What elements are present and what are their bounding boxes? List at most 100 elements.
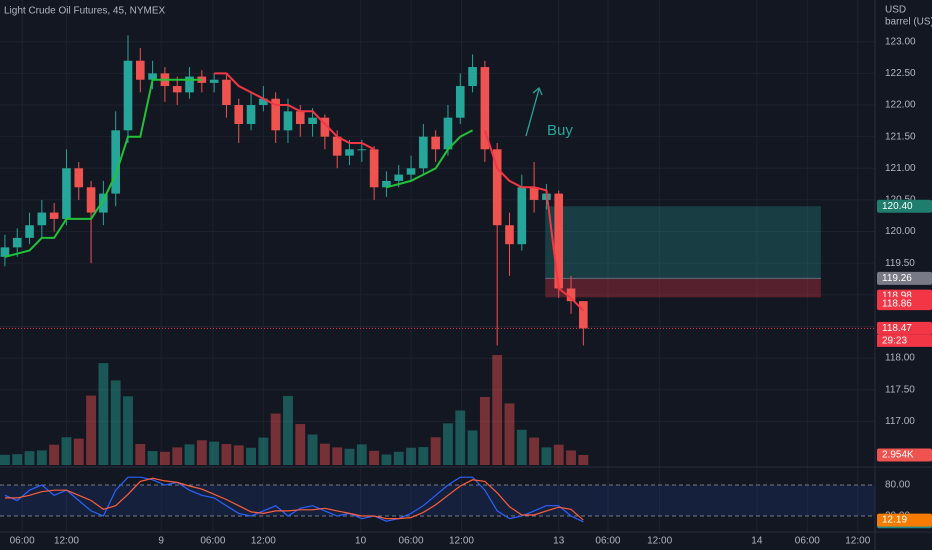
candle-body — [579, 301, 588, 329]
candle-body — [99, 193, 108, 213]
candle-body — [246, 105, 256, 124]
plot-area — [0, 35, 875, 523]
volume-bar — [578, 455, 589, 465]
volume-bar — [566, 450, 576, 465]
candle-body — [86, 187, 96, 213]
volume-bar — [12, 454, 23, 465]
x-tick-label: 12:00 — [845, 536, 870, 547]
grid — [0, 0, 875, 532]
y-tick-label: 121.00 — [885, 163, 916, 174]
volume-bar — [233, 445, 244, 465]
stoch-line — [4, 477, 584, 521]
volume-bar — [221, 444, 232, 465]
y-tick-label: 117.00 — [885, 416, 915, 427]
price-label: 118.98 — [882, 291, 912, 302]
candle-body — [308, 117, 317, 124]
candle-body — [394, 174, 404, 181]
volume-bar — [504, 403, 515, 465]
x-tick-label: 14 — [751, 536, 763, 547]
price-label-box — [877, 199, 932, 213]
volume-bar — [123, 396, 133, 465]
stoch-value-label: 12.19 — [882, 515, 907, 526]
candle-body — [566, 288, 576, 302]
volume-bar — [86, 395, 96, 465]
countdown: 29:23 — [882, 335, 907, 346]
volume-bar — [246, 447, 256, 465]
candle-body — [25, 225, 34, 238]
price-label-box — [877, 297, 932, 311]
candle-body — [554, 193, 564, 289]
candle-body — [431, 136, 440, 150]
chart-title: Light Crude Oil Futures, 45, NYMEX — [4, 6, 166, 17]
volume-bar — [332, 447, 343, 465]
x-tick-label: 9 — [158, 536, 164, 547]
arrow — [525, 88, 540, 137]
volume-bar — [492, 355, 503, 465]
volume-bar — [209, 441, 220, 465]
candle-body — [185, 76, 194, 93]
volume-bar — [369, 450, 380, 465]
candle-body — [406, 168, 416, 175]
price-label-box — [877, 321, 932, 335]
volume-bar — [135, 444, 146, 465]
candle-body — [172, 86, 182, 93]
price-label: 118.86 — [882, 298, 912, 309]
x-tick-label: 06:00 — [795, 536, 820, 547]
volume-label: 2.954K — [882, 450, 914, 461]
countdown-box — [877, 334, 932, 347]
x-tick-label: 12:00 — [449, 536, 474, 547]
candle-body — [369, 149, 379, 188]
candle-body — [222, 79, 231, 106]
price-label: 118.47 — [882, 323, 912, 334]
volume-bar — [418, 447, 429, 465]
x-tick-label: 12:00 — [54, 536, 79, 547]
candle-body — [12, 237, 22, 248]
candle-body — [419, 136, 428, 169]
volume-bar — [49, 444, 60, 465]
candle-body — [123, 60, 133, 131]
candle-body — [234, 105, 244, 124]
y-tick-label: 120.00 — [885, 226, 916, 237]
volume-bar — [258, 437, 269, 465]
x-tick-label: 06:00 — [399, 536, 424, 547]
volume-bar — [443, 423, 453, 465]
x-tick-label: 12:00 — [251, 536, 276, 547]
candle-body — [517, 187, 527, 245]
annotation: Buy — [547, 122, 573, 139]
volume-bar — [172, 447, 183, 465]
volume-bar — [455, 410, 466, 465]
x-tick-label: 12:00 — [647, 536, 672, 547]
candle-body — [283, 111, 293, 131]
volume-bar — [196, 440, 207, 465]
volume-label-box — [877, 448, 932, 462]
volume-bar — [541, 447, 552, 465]
candle-body — [443, 117, 453, 150]
candle-body — [492, 149, 502, 226]
stoch-line — [4, 476, 584, 523]
currency: USD — [885, 5, 906, 16]
stoch-tick-label: 80.00 — [885, 480, 910, 491]
candle-body — [320, 117, 330, 137]
x-tick-label: 06:00 — [10, 536, 35, 547]
volume-bar — [24, 451, 35, 465]
volume-bar — [344, 448, 355, 465]
trend-line — [4, 78, 474, 258]
volume-bar — [61, 437, 72, 465]
candle-body — [345, 149, 354, 156]
candle-body — [480, 67, 490, 150]
price-label: 120.40 — [882, 201, 913, 212]
volume-bar — [393, 451, 404, 465]
volume-bar — [36, 450, 47, 465]
candle-body — [468, 67, 477, 87]
candle-body — [49, 212, 59, 219]
x-tick-label: 06:00 — [595, 536, 620, 547]
volume-bar — [98, 363, 109, 465]
stop-zone — [545, 278, 821, 298]
price-label: 119.26 — [882, 273, 912, 284]
y-tick-label: 117.50 — [885, 384, 915, 395]
candle-body — [0, 247, 10, 257]
stoch-value-label-box — [877, 513, 932, 527]
volume-bar — [356, 444, 367, 465]
volume-bar — [406, 447, 416, 465]
